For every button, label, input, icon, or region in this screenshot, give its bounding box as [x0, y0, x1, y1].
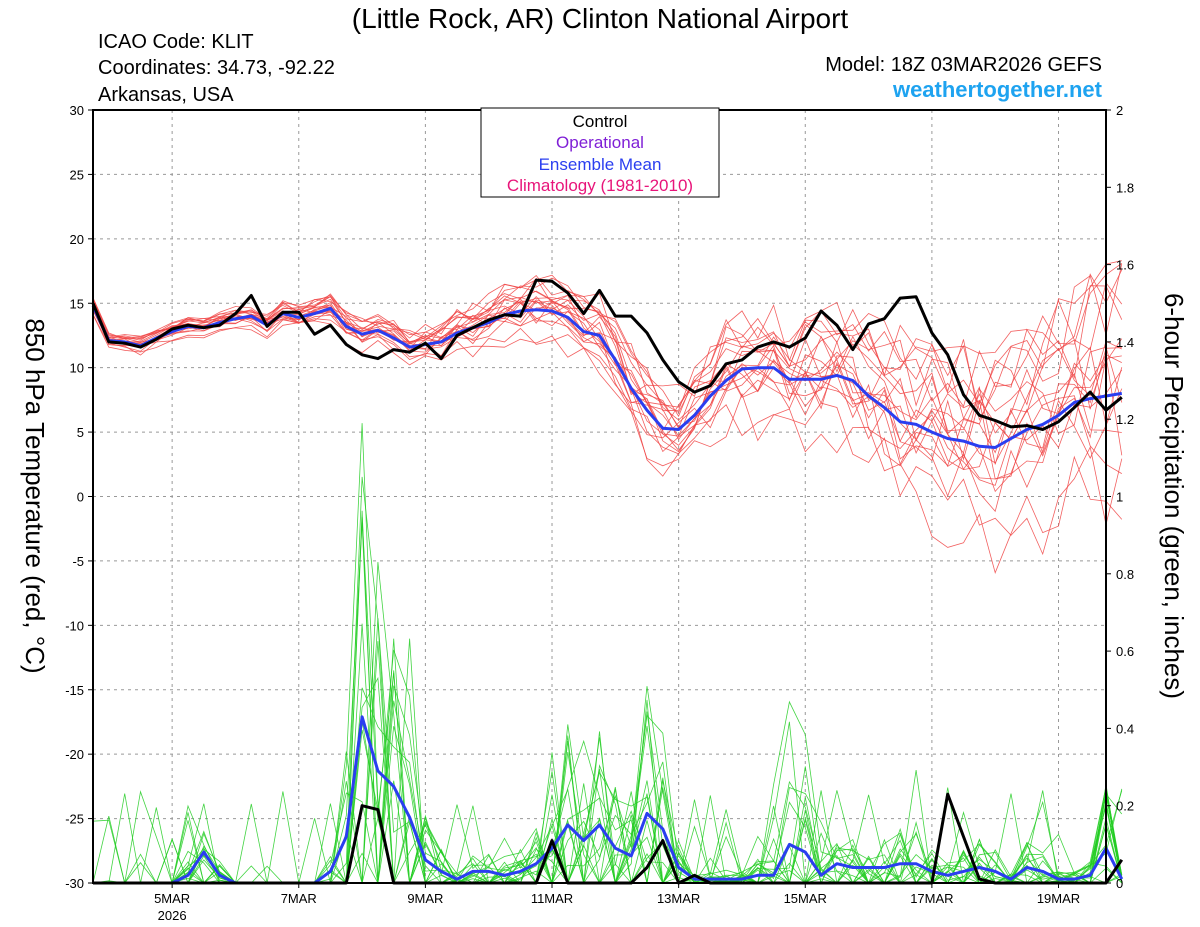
legend-operational: Operational: [556, 133, 644, 152]
right-tick-label: 0.8: [1116, 567, 1134, 582]
coordinates: Coordinates: 34.73, -92.22: [98, 57, 335, 79]
left-tick-label: -5: [72, 554, 84, 569]
left-tick-label: 20: [70, 232, 84, 247]
x-tick-label: 13MAR: [657, 891, 700, 906]
x-tick-label: 17MAR: [910, 891, 953, 906]
left-tick-label: 5: [77, 425, 84, 440]
right-tick-label: 0: [1116, 876, 1123, 891]
chart-title: (Little Rock, AR) Clinton National Airpo…: [352, 3, 849, 34]
temperature-member-line: [92, 277, 1123, 421]
left-axis-ticks: 30 25 20 15 10 5 0 -5 -10 -15 -20 -25 -30: [65, 103, 93, 891]
right-tick-label: 1.2: [1116, 412, 1134, 427]
x-tick-label: 19MAR: [1037, 891, 1080, 906]
left-tick-label: 0: [77, 490, 84, 505]
legend-control: Control: [573, 112, 628, 131]
right-tick-label: 0.6: [1116, 644, 1134, 659]
model-run: Model: 18Z 03MAR2026 GEFS: [825, 54, 1102, 76]
region: Arkansas, USA: [98, 84, 234, 106]
right-tick-label: 1.8: [1116, 180, 1134, 195]
x-tick-label: 7MAR: [281, 891, 317, 906]
right-tick-label: 0.4: [1116, 721, 1134, 736]
x-tick-label: 5MAR: [154, 891, 190, 906]
left-tick-label: 10: [70, 361, 84, 376]
x-tick-year: 2026: [158, 908, 187, 923]
right-axis-ticks: 2 1.8 1.6 1.4 1.2 1 0.8 0.6 0.4 0.2 0: [1106, 103, 1134, 891]
left-tick-label: 30: [70, 103, 84, 118]
left-tick-label: -15: [65, 683, 84, 698]
legend: Control Operational Ensemble Mean Climat…: [480, 107, 720, 198]
left-tick-label: -20: [65, 747, 84, 762]
temperature-member-line: [92, 314, 1123, 574]
left-tick-label: -10: [65, 618, 84, 633]
right-axis-label: 6-hour Precipitation (green, inches): [1159, 293, 1189, 699]
brand-link[interactable]: weathertogether.net: [892, 77, 1103, 102]
left-tick-label: -25: [65, 812, 84, 827]
temperature-member-line: [92, 300, 1122, 471]
x-tick-label: 15MAR: [784, 891, 827, 906]
control-temperature-line: [91, 278, 1123, 431]
legend-ensemble-mean: Ensemble Mean: [539, 155, 662, 174]
icao-code: ICAO Code: KLIT: [98, 31, 254, 53]
x-tick-label: 9MAR: [407, 891, 443, 906]
left-tick-label: -30: [65, 876, 84, 891]
legend-climatology: Climatology (1981-2010): [507, 176, 693, 195]
left-axis-label: 850 hPa Temperature (red, °C): [20, 318, 50, 673]
right-tick-label: 2: [1116, 103, 1123, 118]
temperature-member-line: [92, 314, 1123, 556]
x-tick-label: 11MAR: [531, 891, 573, 906]
right-tick-label: 1.6: [1116, 258, 1134, 273]
right-tick-label: 1: [1116, 490, 1123, 505]
x-axis-ticks: 5MAR 2026 7MAR 9MAR 11MAR 13MAR 15MAR 17MAR 19MA…: [154, 883, 1080, 923]
precipitation-member-line: [93, 623, 1123, 884]
right-tick-label: 1.4: [1116, 335, 1134, 350]
precipitation-member-line: [92, 770, 1123, 884]
left-tick-label: 15: [70, 296, 84, 311]
right-tick-label: 0.2: [1116, 799, 1134, 814]
temperature-member-line: [92, 262, 1123, 412]
legend-box: [480, 107, 720, 198]
left-tick-label: 25: [70, 167, 84, 182]
